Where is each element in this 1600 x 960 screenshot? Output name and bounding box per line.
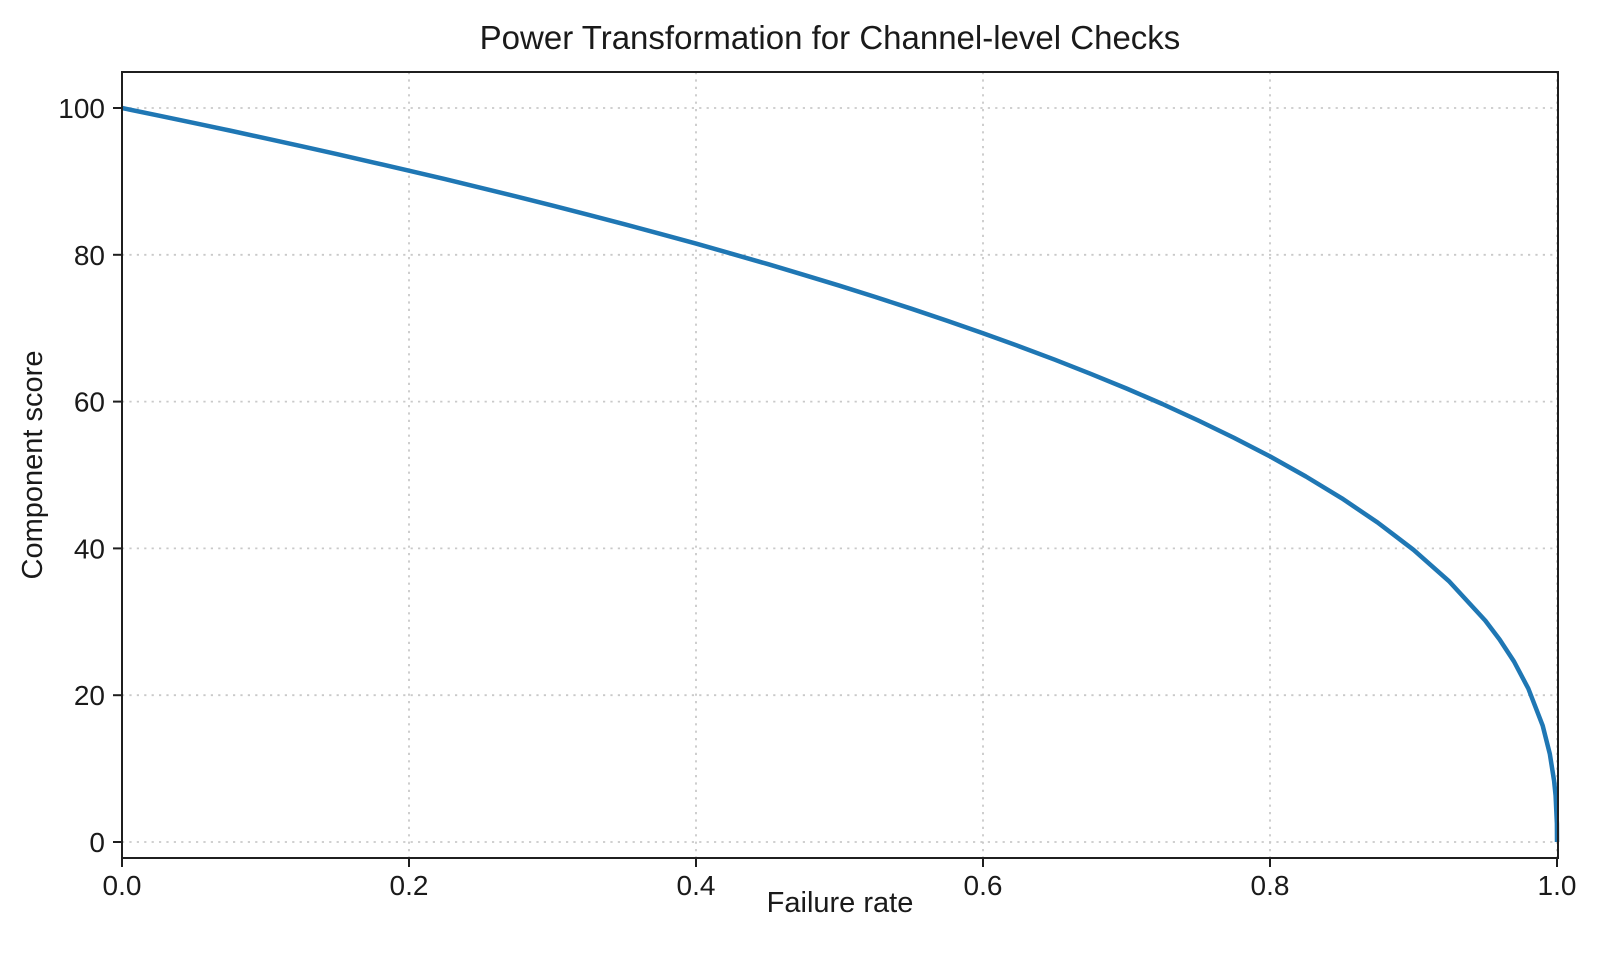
x-tick-label: 0.0 bbox=[103, 870, 142, 901]
y-tick-label: 80 bbox=[74, 240, 105, 271]
y-tick-label: 0 bbox=[89, 827, 105, 858]
x-tick-label: 0.2 bbox=[390, 870, 429, 901]
tick-labels-layer: 0.0 0.2 0.4 0.6 0.8 1.0 0 20 40 60 80 100 bbox=[58, 93, 1576, 901]
grid-layer bbox=[121, 72, 1558, 858]
chart-title: Power Transformation for Channel-level C… bbox=[480, 19, 1181, 56]
ticks-layer bbox=[113, 107, 1558, 867]
y-tick-label: 60 bbox=[74, 387, 105, 418]
x-tick-label: 0.4 bbox=[677, 870, 716, 901]
y-axis-label: Component score bbox=[17, 351, 49, 580]
x-tick-label: 0.8 bbox=[1251, 870, 1290, 901]
x-tick-label: 1.0 bbox=[1538, 870, 1577, 901]
x-axis-label: Failure rate bbox=[767, 887, 914, 919]
component-score-curve-line bbox=[121, 105, 1560, 843]
y-tick-label: 100 bbox=[58, 93, 105, 124]
plot-box-spines bbox=[121, 71, 1559, 859]
y-tick-label: 40 bbox=[74, 533, 105, 564]
x-tick-label: 0.6 bbox=[964, 870, 1003, 901]
y-tick-label: 20 bbox=[74, 680, 105, 711]
